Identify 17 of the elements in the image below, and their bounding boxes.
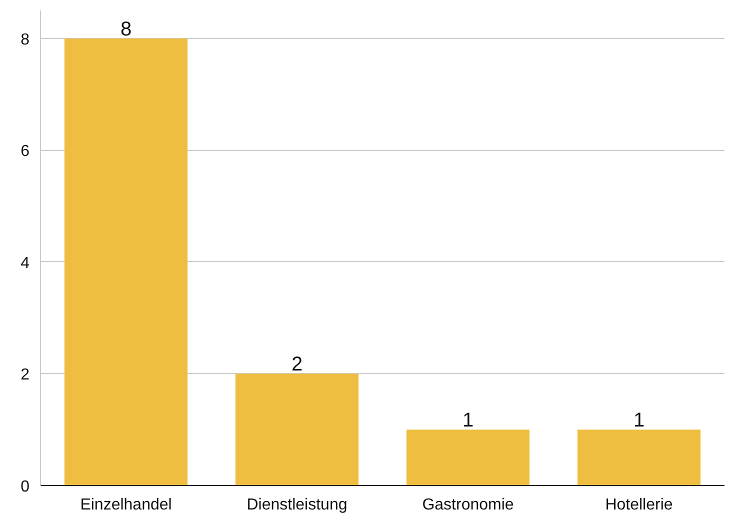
y-tick-label: 4	[20, 254, 30, 272]
bar	[577, 430, 701, 486]
y-tick-label: 8	[20, 31, 30, 48]
x-tick-label: Gastronomie	[422, 496, 514, 514]
y-tick-label: 2	[20, 366, 30, 384]
bar	[406, 430, 530, 486]
bar	[235, 374, 359, 486]
data-label: 1	[633, 410, 645, 432]
y-tick-label: 6	[20, 143, 30, 160]
data-label: 1	[462, 410, 474, 432]
data-label: 2	[291, 354, 303, 376]
x-tick-label: Einzelhandel	[80, 496, 172, 514]
bar	[64, 38, 188, 486]
x-tick-label: Hotellerie	[605, 496, 673, 514]
x-tick-label: Dienstleistung	[246, 496, 348, 514]
y-tick-label: 0	[20, 478, 30, 496]
data-label: 8	[120, 18, 132, 40]
